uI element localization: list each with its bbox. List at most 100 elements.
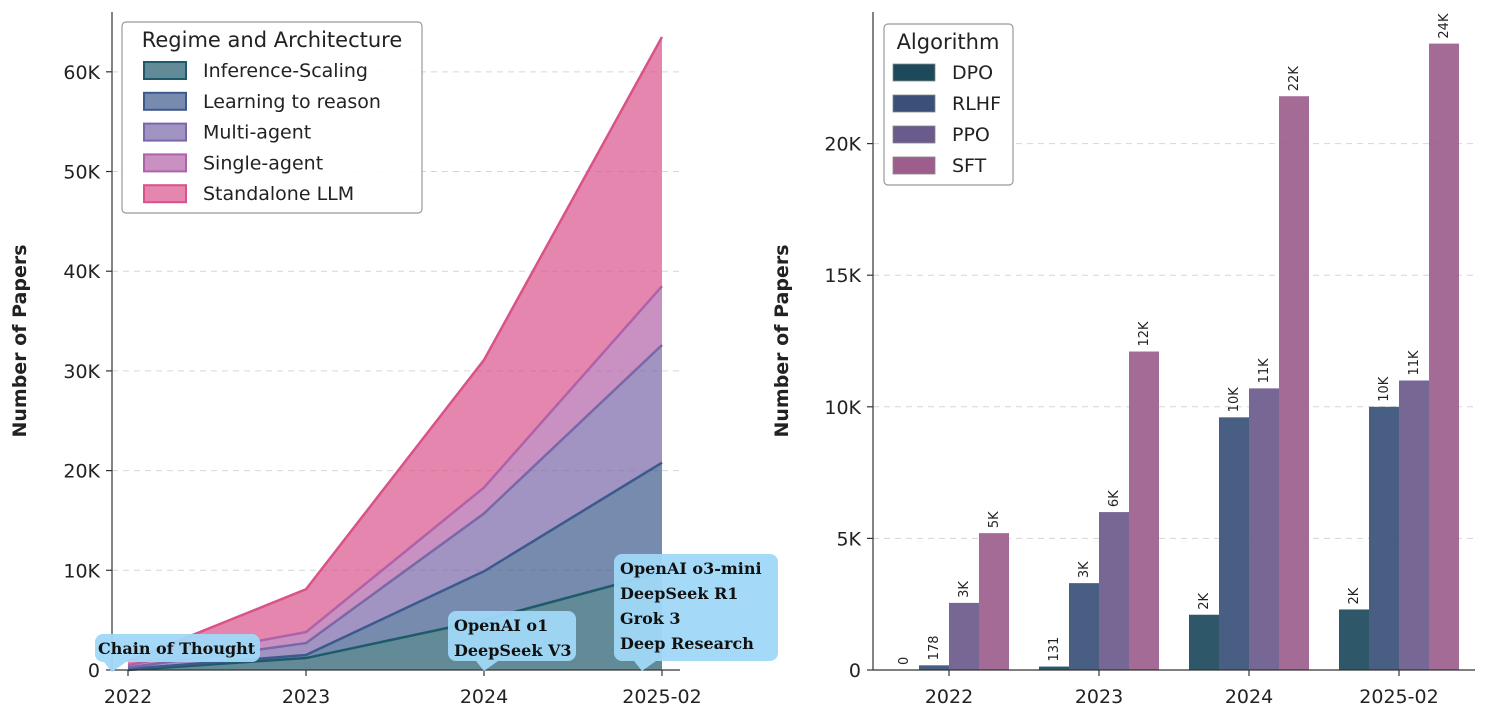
bar-value-label: 3K [1077, 561, 1092, 578]
bar-value-label: 131 [1047, 637, 1062, 662]
x-tick-label: 2025-02 [622, 686, 701, 708]
legend: Regime and Architecture Inference-Scaling… [121, 21, 423, 214]
x-tick-label: 2022 [104, 686, 152, 708]
bar-value-label: 11K [1407, 350, 1422, 376]
callout-text: OpenAI o1 [454, 616, 548, 635]
area-learning-to-reason [128, 462, 662, 670]
line-learning-to-reason [127, 461, 663, 671]
legend-label-rlhf: RLHF [952, 93, 1001, 115]
legend-label-inference-scaling: Inference-Scaling [203, 60, 368, 82]
bar-value-label: 24K [1437, 13, 1452, 39]
annotation-callout: OpenAI o3-mini DeepSeek R1 Grok 3 Deep Rese… [614, 554, 778, 671]
y-axis-label: Number of Papers [771, 244, 793, 437]
bar-ppo-2023 [1099, 512, 1129, 670]
x-tick-label: 2024 [1225, 686, 1273, 708]
bar-ppo-2022 [949, 602, 979, 670]
bar-sft-2022 [979, 533, 1009, 670]
legend-swatch-dpo [892, 63, 936, 82]
bar-value-label: 2K [1197, 592, 1212, 609]
callout-text: OpenAI o3-mini [620, 559, 762, 578]
callout-text: DeepSeek V3 [454, 641, 572, 660]
x-tick-label: 2024 [460, 686, 508, 708]
bar-value-label: 12K [1137, 321, 1152, 347]
legend-swatch-ppo [892, 125, 936, 144]
legend-label-learning-to-reason: Learning to reason [203, 91, 381, 113]
bar-rlhf-2023 [1069, 583, 1099, 670]
y-tick-label: 40K [63, 261, 100, 283]
area-multi-agent [128, 344, 662, 670]
y-axis-label: Number of Papers [9, 244, 31, 437]
bar-sft-2023 [1129, 351, 1159, 670]
legend-swatch-standalone-llm [143, 184, 187, 204]
legend: Algorithm DPO RLHF PPO SFT [883, 23, 1014, 186]
callout-text: Deep Research [620, 634, 754, 653]
bar-value-label: 10K [1377, 376, 1392, 402]
area-chart-panel: 0 10K 20K 30K 40K 50K 60K 2022 2023 2024 2025-02 Nu… [9, 12, 778, 708]
bar-sft-2024 [1279, 96, 1309, 670]
bar-sft-2025-02 [1429, 43, 1459, 671]
x-tick-label: 2022 [925, 686, 973, 708]
bar-dpo-2024 [1189, 614, 1219, 670]
legend-swatch-sft [892, 156, 936, 175]
y-tick-label: 10K [63, 560, 100, 582]
y-tick-label: 0 [88, 660, 100, 682]
legend-label-single-agent: Single-agent [203, 152, 323, 174]
legend-label-ppo: PPO [952, 124, 990, 146]
y-tick-label: 10K [824, 397, 861, 419]
bar-dpo-2025-02 [1339, 609, 1369, 670]
bar-value-label: 6K [1107, 490, 1122, 507]
legend-label-dpo: DPO [952, 62, 993, 84]
bar-ppo-2025-02 [1399, 380, 1429, 670]
bar-rlhf-2025-02 [1369, 406, 1399, 670]
y-tick-label: 20K [63, 461, 100, 483]
legend-label-standalone-llm: Standalone LLM [203, 183, 354, 205]
legend-label-multi-agent: Multi-agent [203, 122, 311, 144]
legend-swatch-single-agent [143, 153, 187, 173]
area-standalone-llm [128, 36, 662, 666]
bar-value-label: 0 [897, 657, 912, 665]
legend-frame [121, 21, 423, 214]
bar-value-label: 5K [987, 511, 1002, 528]
y-tick-label: 60K [63, 62, 100, 84]
y-tick-label: 5K [836, 528, 861, 550]
callout-box [614, 554, 778, 661]
callout-pointer [476, 661, 498, 671]
legend-swatch-learning-to-reason [143, 91, 187, 111]
bar-value-label: 178 [927, 635, 942, 660]
legend-swatch-rlhf [892, 94, 936, 113]
y-tick-label: 50K [63, 162, 100, 184]
y-tick-label: 30K [63, 361, 100, 383]
annotation-callout: OpenAI o1 DeepSeek V3 [448, 611, 576, 671]
y-tick-label: 0 [849, 660, 861, 682]
bar-chart-panel: 0 178 3K 5K 131 3K 6K 12K 2K 10K 11K 22K 2K 10K 11K 24K… [771, 12, 1475, 708]
bar-value-label: 2K [1347, 587, 1362, 604]
y-tick-label: 20K [824, 134, 861, 156]
callout-text: Chain of Thought [98, 639, 256, 658]
callout-pointer [634, 661, 656, 671]
bar-value-label: 11K [1257, 358, 1272, 384]
legend-swatch-inference-scaling [143, 61, 187, 80]
x-tick-label: 2023 [282, 686, 330, 708]
bar-rlhf-2024 [1219, 417, 1249, 670]
x-tick-label: 2023 [1075, 686, 1123, 708]
line-inference-scaling [127, 571, 663, 672]
bar-value-label: 22K [1287, 66, 1302, 92]
callout-pointer [104, 662, 126, 672]
callout-text: Grok 3 [620, 609, 681, 628]
callout-box [448, 611, 576, 661]
legend-title: Algorithm [897, 30, 1000, 54]
bar-value-label: 3K [957, 581, 972, 598]
bar-dpo-2023 [1039, 666, 1069, 670]
legend-swatch-multi-agent [143, 122, 187, 142]
callout-box [95, 634, 260, 662]
legend-title: Regime and Architecture [142, 28, 403, 52]
y-tick-label: 15K [824, 265, 861, 287]
x-tick-label: 2025-02 [1359, 686, 1438, 708]
line-standalone-llm [127, 36, 664, 663]
bar-ppo-2024 [1249, 388, 1279, 670]
legend-label-sft: SFT [952, 155, 987, 177]
bar-value-label: 10K [1227, 387, 1242, 413]
bar-rlhf-2022 [919, 665, 949, 670]
callout-text: DeepSeek R1 [620, 584, 738, 603]
